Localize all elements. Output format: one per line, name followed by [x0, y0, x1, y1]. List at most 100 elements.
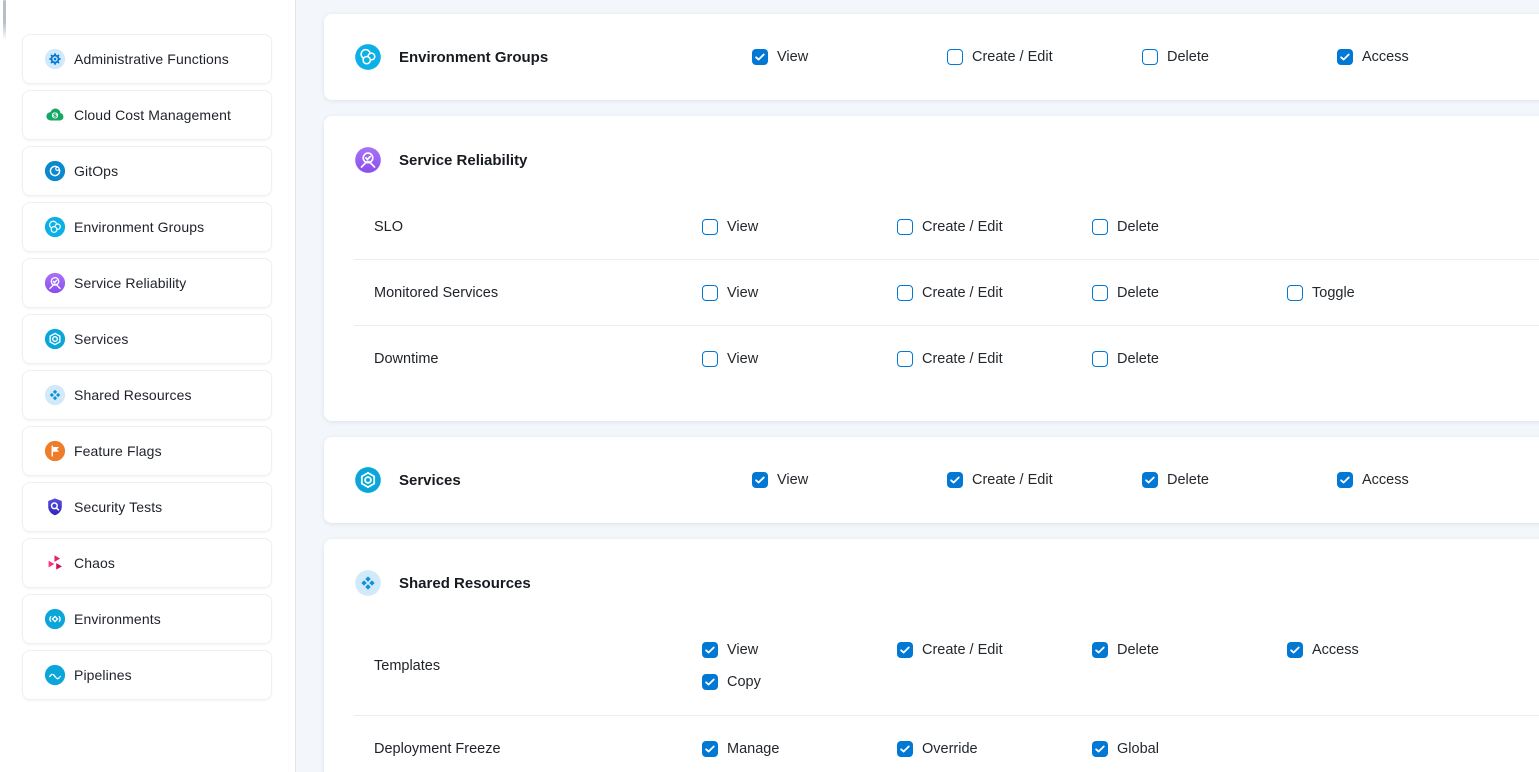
- sidebar-item-shared-resources[interactable]: Shared Resources: [22, 370, 272, 420]
- create-edit-checkbox[interactable]: [897, 284, 913, 301]
- service-reliability-icon: [44, 272, 66, 294]
- permission-label: Create / Edit: [922, 642, 1003, 658]
- environments-icon: [44, 608, 66, 630]
- empty-cell: [1092, 674, 1287, 690]
- sidebar-item-services[interactable]: Services: [22, 314, 272, 364]
- row-separator: [354, 325, 1539, 326]
- scrollbar-thumb[interactable]: [3, 0, 6, 40]
- permission-label: View: [777, 49, 809, 65]
- row-separator: [354, 259, 1539, 260]
- create-edit-checkbox[interactable]: [947, 472, 963, 488]
- sidebar-item-environment-groups[interactable]: Environment Groups: [22, 202, 272, 252]
- resource-row-templates: Templates View Create / Edit Delete Acce…: [324, 617, 1539, 715]
- shared-resources-icon: [44, 384, 66, 406]
- sidebar-item-cloud-cost-management[interactable]: $ Cloud Cost Management: [22, 90, 272, 140]
- empty-cell: [1287, 741, 1482, 757]
- gitops-icon: [44, 160, 66, 182]
- service-reliability-icon: [354, 146, 382, 174]
- permission-label: View: [777, 472, 809, 488]
- sidebar-item-gitops[interactable]: GitOps: [22, 146, 272, 196]
- view-checkbox[interactable]: [702, 284, 718, 301]
- sidebar-item-chaos[interactable]: Chaos: [22, 538, 272, 588]
- resource-row-deployment-freeze: Deployment Freeze Manage Override Global: [324, 716, 1539, 772]
- permission-cards-container: Environment Groups View Create / Edit Dele…: [324, 14, 1539, 772]
- sidebar-item-label: Shared Resources: [74, 387, 192, 403]
- card-title: Service Reliability: [399, 151, 528, 169]
- resource-row-label: Downtime: [374, 350, 439, 367]
- permission-label: Delete: [1117, 284, 1159, 301]
- sidebar-item-security-tests[interactable]: Security Tests: [22, 482, 272, 532]
- permission-label: Delete: [1117, 218, 1159, 235]
- sidebar-item-service-reliability[interactable]: Service Reliability: [22, 258, 272, 308]
- manage-checkbox[interactable]: [702, 740, 718, 757]
- toggle-checkbox[interactable]: [1287, 284, 1303, 301]
- permission-line: View Create / Edit Delete Access: [752, 472, 1532, 488]
- card-header: Service Reliability: [324, 116, 1539, 194]
- sidebar-item-administrative-functions[interactable]: Administrative Functions: [22, 34, 272, 84]
- permission-label: Access: [1312, 642, 1359, 658]
- resource-row-slo: SLO View Create / Edit Delete: [324, 194, 1539, 259]
- access-checkbox[interactable]: [1287, 642, 1303, 658]
- delete-checkbox[interactable]: [1142, 49, 1158, 65]
- view-checkbox[interactable]: [702, 642, 718, 658]
- delete-checkbox[interactable]: [1092, 350, 1108, 367]
- delete-checkbox[interactable]: [1142, 472, 1158, 488]
- view-checkbox[interactable]: [752, 472, 768, 488]
- permission-label: Delete: [1167, 49, 1209, 65]
- create-edit-checkbox[interactable]: [897, 350, 913, 367]
- view-checkbox[interactable]: [702, 218, 718, 235]
- permission-line: View Create / Edit Delete: [702, 350, 1482, 367]
- card-title: Environment Groups: [399, 48, 549, 66]
- access-checkbox[interactable]: [1337, 472, 1353, 488]
- services-icon: [44, 328, 66, 350]
- permission-label: Create / Edit: [972, 49, 1053, 65]
- sidebar-item-label: Environments: [74, 611, 161, 627]
- card-title-group: Environment Groups: [354, 43, 752, 71]
- global-checkbox[interactable]: [1092, 740, 1108, 757]
- card-header: Services View Create / Edit Delete Acces…: [324, 437, 1539, 523]
- sidebar-item-label: Services: [74, 331, 129, 347]
- permission-card-service-reliability: Service Reliability SLO View Create / Edit D…: [324, 116, 1539, 421]
- sidebar-item-environments[interactable]: Environments: [22, 594, 272, 644]
- create-edit-checkbox[interactable]: [897, 642, 913, 658]
- empty-cell: [897, 674, 1092, 690]
- override-checkbox[interactable]: [897, 740, 913, 757]
- create-edit-checkbox[interactable]: [897, 218, 913, 235]
- copy-checkbox[interactable]: [702, 674, 718, 690]
- permission-label: View: [727, 284, 759, 301]
- create-edit-checkbox[interactable]: [947, 49, 963, 65]
- environment-groups-icon: [44, 216, 66, 238]
- resources-sidebar: Administrative Functions $ Cloud Cost Man…: [0, 0, 296, 772]
- sidebar-item-label: Service Reliability: [74, 275, 187, 291]
- sidebar-item-label: Cloud Cost Management: [74, 107, 231, 123]
- pipelines-icon: [44, 664, 66, 686]
- resource-row-monitored-services: Monitored Services View Create / Edit Delet…: [324, 260, 1539, 325]
- permission-line: View Create / Edit Delete Toggle: [702, 284, 1482, 301]
- resource-row-label: Templates: [374, 658, 441, 674]
- permission-label: Access: [1362, 49, 1409, 65]
- delete-checkbox[interactable]: [1092, 218, 1108, 235]
- card-title: Shared Resources: [399, 574, 531, 592]
- view-checkbox[interactable]: [752, 49, 768, 65]
- card-title: Services: [399, 471, 461, 489]
- svg-text:$: $: [53, 112, 58, 120]
- permission-lines: View Create / Edit Delete: [702, 350, 1482, 367]
- permission-line: Manage Override Global: [702, 740, 1482, 757]
- sidebar-item-pipelines[interactable]: Pipelines: [22, 650, 272, 700]
- view-checkbox[interactable]: [702, 350, 718, 367]
- resource-row-label: SLO: [374, 218, 404, 235]
- delete-checkbox[interactable]: [1092, 284, 1108, 301]
- permission-card-shared-resources: Shared Resources Templates View Create / …: [324, 539, 1539, 772]
- permission-line: View Create / Edit Delete Access: [752, 49, 1532, 65]
- permission-label: Delete: [1117, 350, 1159, 367]
- services-icon: [354, 466, 382, 494]
- sidebar-item-feature-flags[interactable]: Feature Flags: [22, 426, 272, 476]
- card-title-group: Services: [354, 466, 752, 494]
- permission-line: Copy: [702, 674, 1482, 690]
- permission-label: Copy: [727, 674, 761, 690]
- permissions-panel: Environment Groups View Create / Edit Dele…: [296, 0, 1539, 772]
- access-checkbox[interactable]: [1337, 49, 1353, 65]
- permission-label: Manage: [727, 740, 780, 757]
- delete-checkbox[interactable]: [1092, 642, 1108, 658]
- permission-lines: Manage Override Global: [702, 740, 1482, 757]
